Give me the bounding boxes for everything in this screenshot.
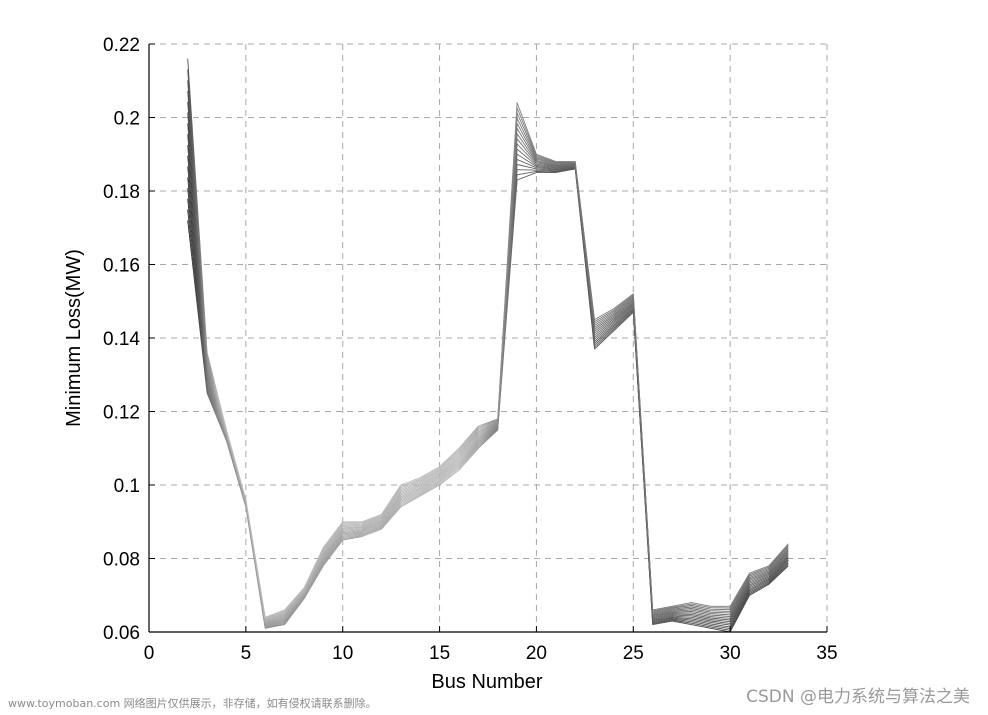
- series-lines: [187, 58, 789, 633]
- y-tick-label: 0.22: [103, 35, 140, 56]
- series-line: [187, 69, 789, 619]
- x-tick-label: 35: [816, 643, 837, 664]
- x-tick-label: 20: [526, 643, 547, 664]
- series-line: [187, 90, 789, 620]
- y-tick-label: 0.14: [103, 329, 140, 350]
- x-tick-label: 25: [623, 643, 644, 664]
- series-line: [187, 164, 789, 628]
- series-line: [187, 80, 789, 620]
- series-line: [187, 153, 789, 626]
- y-tick-label: 0.12: [103, 403, 140, 424]
- y-axis-label: Minimum Loss(MW): [63, 249, 85, 427]
- x-tick-label: 10: [332, 643, 353, 664]
- watermark-right: CSDN @电力系统与算法之美: [746, 687, 970, 707]
- series-line: [187, 168, 789, 631]
- x-tick-label: 0: [144, 643, 155, 664]
- axes: [148, 43, 828, 633]
- series-line: [187, 112, 789, 622]
- series-line: [187, 158, 789, 626]
- x-tick-label: 30: [720, 643, 741, 664]
- watermark-left: www.toymoban.com 网络图片仅供展示，非存储，如有侵权请联系删除。: [8, 697, 377, 710]
- series-line: [187, 134, 789, 623]
- series-line: [187, 148, 789, 625]
- series-line: [187, 101, 789, 621]
- series-line: [187, 167, 789, 630]
- x-tick-label: 15: [429, 643, 450, 664]
- x-tick-label: 5: [241, 643, 252, 664]
- y-tick-label: 0.06: [103, 623, 140, 644]
- series-line: [187, 168, 789, 633]
- x-axis-label: Bus Number: [431, 671, 542, 693]
- y-tick-label: 0.16: [103, 256, 140, 277]
- y-tick-label: 0.08: [103, 550, 140, 571]
- y-tick-label: 0.1: [114, 476, 140, 497]
- tick-labels: 0 5 10 15 20 25 30 35 0.06 0.08 0.1 0.12 0.14 0.16 0.1…: [103, 35, 838, 664]
- series-line: [187, 123, 789, 623]
- series-line: [187, 143, 789, 624]
- grid-lines: [149, 43, 828, 632]
- series-line: [187, 58, 789, 618]
- y-tick-label: 0.2: [114, 109, 140, 130]
- y-tick-label: 0.18: [103, 182, 140, 203]
